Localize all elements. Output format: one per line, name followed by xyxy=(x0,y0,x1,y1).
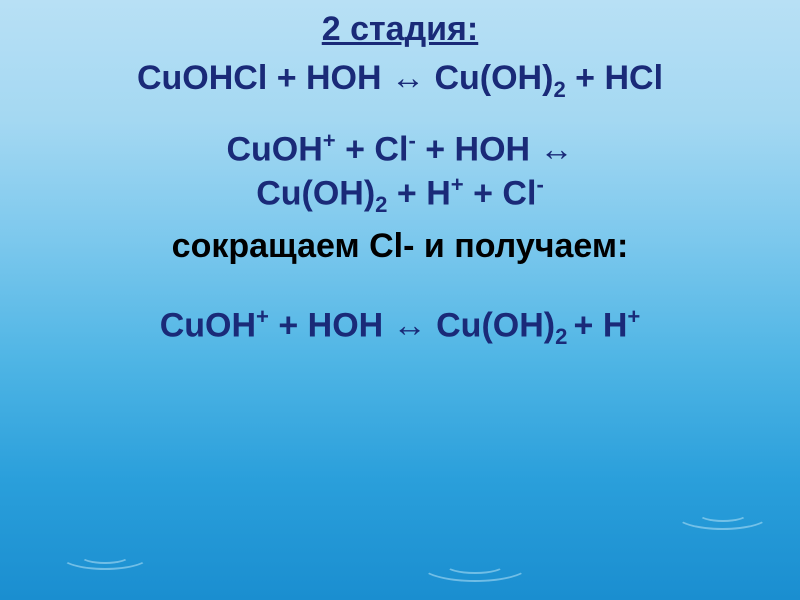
equation-2: CuOH+ + Cl- + HOH ↔ xyxy=(20,127,780,171)
equation-4: CuOH+ + HOH ↔ Cu(OH)2 + H+ xyxy=(20,303,780,351)
equation-1: CuOHCl + HOH ↔ Cu(OH)2 + HCl xyxy=(20,57,780,103)
water-ripple-icon xyxy=(698,506,748,522)
water-ripple-icon xyxy=(60,542,150,570)
note-text: сокращаем Cl- и получаем: xyxy=(20,225,780,268)
chemistry-slide: 2 стадия: CuOHCl + HOH ↔ Cu(OH)2 + HCl C… xyxy=(0,0,800,600)
water-ripple-icon xyxy=(80,548,130,564)
water-ripple-icon xyxy=(445,556,505,574)
water-ripple-icon xyxy=(675,500,770,530)
equation-3: Cu(OH)2 + H+ + Cl- xyxy=(20,171,780,219)
stage-title: 2 стадия: xyxy=(20,10,780,49)
water-ripple-icon xyxy=(420,548,530,582)
